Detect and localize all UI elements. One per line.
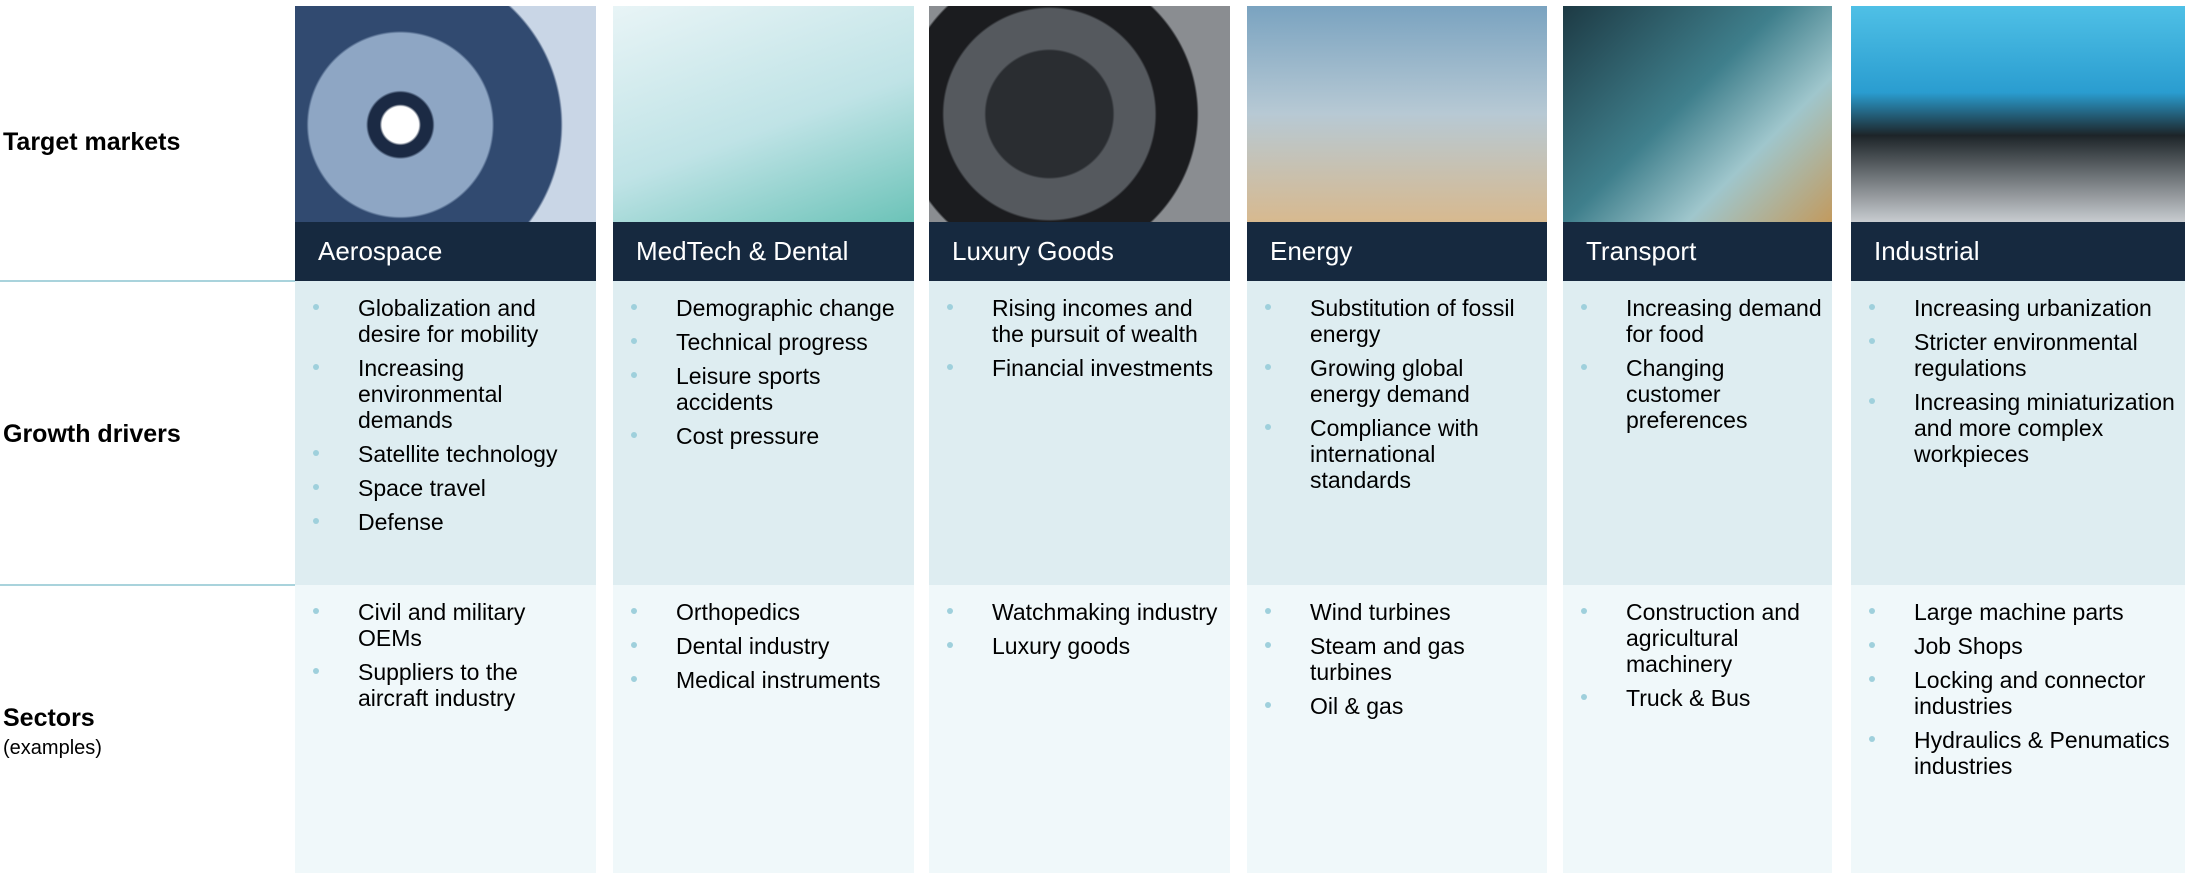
driver-item: Leisure sports accidents <box>631 363 906 415</box>
driver-item: Compliance with international standards <box>1265 415 1539 493</box>
driver-item: Defense <box>313 509 588 535</box>
driver-item: Stricter environmental regulations <box>1869 329 2177 381</box>
sector-item: Suppliers to the aircraft industry <box>313 659 588 711</box>
market-column: MedTech & Dental Demographic change Techni… <box>613 6 914 873</box>
sector-item: Dental industry <box>631 633 906 659</box>
drivers-list: Increasing urbanization Stricter environm… <box>1851 281 2185 467</box>
driver-item: Cost pressure <box>631 423 906 449</box>
market-title: Energy <box>1247 222 1547 281</box>
sectors-cell: Construction and agricultural machinery T… <box>1563 585 1832 873</box>
sector-item: Large machine parts <box>1869 599 2177 625</box>
drivers-list: Rising incomes and the pursuit of wealth… <box>929 281 1230 381</box>
sector-item: Oil & gas <box>1265 693 1539 719</box>
market-column: Luxury Goods Rising incomes and the pursu… <box>929 6 1230 873</box>
row-label: Sectors <box>3 704 95 732</box>
divider <box>0 280 296 282</box>
market-column: Transport Increasing demand for food Chang… <box>1563 6 1832 873</box>
market-title: Transport <box>1563 222 1832 281</box>
sector-item: Civil and military OEMs <box>313 599 588 651</box>
sector-item: Medical instruments <box>631 667 906 693</box>
drivers-cell: Rising incomes and the pursuit of wealth… <box>929 281 1230 585</box>
market-column: Energy Substitution of fossil energy Growi… <box>1247 6 1547 873</box>
row-label: Target markets <box>3 128 181 156</box>
drivers-cell: Substitution of fossil energy Growing glo… <box>1247 281 1547 585</box>
market-image <box>929 6 1230 222</box>
drivers-cell: Increasing urbanization Stricter environm… <box>1851 281 2185 585</box>
sector-item: Locking and connector industries <box>1869 667 2177 719</box>
driver-item: Space travel <box>313 475 588 501</box>
driver-item: Financial investments <box>947 355 1222 381</box>
driver-item: Rising incomes and the pursuit of wealth <box>947 295 1222 347</box>
market-image <box>1563 6 1832 222</box>
market-image <box>295 6 596 222</box>
sector-item: Luxury goods <box>947 633 1222 659</box>
driver-item: Increasing environmental demands <box>313 355 588 433</box>
market-title: MedTech & Dental <box>613 222 914 281</box>
sectors-cell: Large machine parts Job Shops Locking and … <box>1851 585 2185 873</box>
market-title: Luxury Goods <box>929 222 1230 281</box>
drivers-cell: Demographic change Technical progress Leis… <box>613 281 914 585</box>
drivers-list: Demographic change Technical progress Leis… <box>613 281 914 449</box>
row-label: Growth drivers <box>3 420 181 448</box>
sector-item: Hydraulics & Penumatics industries <box>1869 727 2177 779</box>
sectors-list: Construction and agricultural machinery T… <box>1563 585 1832 711</box>
sectors-cell: Watchmaking industry Luxury goods <box>929 585 1230 873</box>
sector-item: Construction and agricultural machinery <box>1581 599 1824 677</box>
driver-item: Changing customer preferences <box>1581 355 1824 433</box>
driver-item: Satellite technology <box>313 441 588 467</box>
sectors-cell: Civil and military OEMs Suppliers to the … <box>295 585 596 873</box>
sectors-list: Wind turbines Steam and gas turbines Oil &… <box>1247 585 1547 719</box>
sectors-list: Large machine parts Job Shops Locking and … <box>1851 585 2185 779</box>
sectors-list: Orthopedics Dental industry Medical instru… <box>613 585 914 693</box>
sector-item: Job Shops <box>1869 633 2177 659</box>
sector-item: Wind turbines <box>1265 599 1539 625</box>
driver-item: Substitution of fossil energy <box>1265 295 1539 347</box>
market-title: Industrial <box>1851 222 2185 281</box>
sectors-list: Watchmaking industry Luxury goods <box>929 585 1230 659</box>
drivers-list: Substitution of fossil energy Growing glo… <box>1247 281 1547 493</box>
sector-item: Steam and gas turbines <box>1265 633 1539 685</box>
driver-item: Increasing urbanization <box>1869 295 2177 321</box>
row-sublabel: (examples) <box>3 737 102 759</box>
drivers-list: Increasing demand for food Changing custo… <box>1563 281 1832 433</box>
driver-item: Globalization and desire for mobility <box>313 295 588 347</box>
market-image <box>1851 6 2185 222</box>
driver-item: Demographic change <box>631 295 906 321</box>
driver-item: Increasing miniaturization and more comp… <box>1869 389 2177 467</box>
driver-item: Growing global energy demand <box>1265 355 1539 407</box>
driver-item: Technical progress <box>631 329 906 355</box>
sectors-list: Civil and military OEMs Suppliers to the … <box>295 585 596 711</box>
drivers-cell: Increasing demand for food Changing custo… <box>1563 281 1832 585</box>
sectors-cell: Wind turbines Steam and gas turbines Oil &… <box>1247 585 1547 873</box>
market-image <box>1247 6 1547 222</box>
sectors-cell: Orthopedics Dental industry Medical instru… <box>613 585 914 873</box>
driver-item: Increasing demand for food <box>1581 295 1824 347</box>
sector-item: Orthopedics <box>631 599 906 625</box>
market-column: Industrial Increasing urbanization Stricte… <box>1851 6 2185 873</box>
drivers-list: Globalization and desire for mobility Inc… <box>295 281 596 535</box>
market-image <box>613 6 914 222</box>
sector-item: Watchmaking industry <box>947 599 1222 625</box>
market-title: Aerospace <box>295 222 596 281</box>
divider <box>0 584 296 586</box>
drivers-cell: Globalization and desire for mobility Inc… <box>295 281 596 585</box>
market-column: Aerospace Globalization and desire for mo… <box>295 6 596 873</box>
sector-item: Truck & Bus <box>1581 685 1824 711</box>
